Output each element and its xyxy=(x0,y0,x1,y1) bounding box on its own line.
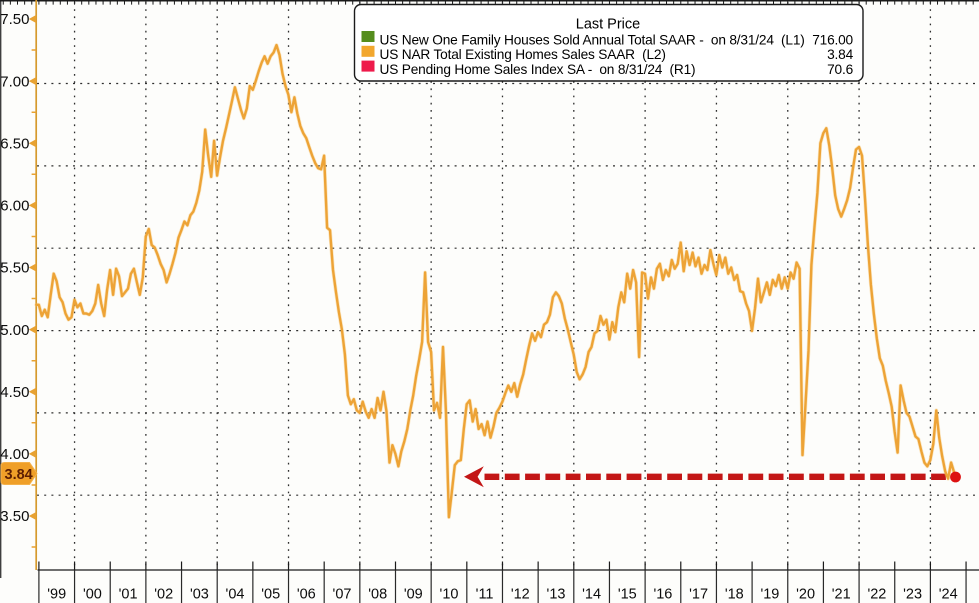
svg-text:70.6: 70.6 xyxy=(827,62,853,77)
svg-text:'04: '04 xyxy=(226,587,245,603)
svg-text:'19: '19 xyxy=(760,587,779,603)
svg-text:'24: '24 xyxy=(939,587,958,603)
svg-text:'22: '22 xyxy=(867,587,886,603)
svg-text:'16: '16 xyxy=(653,587,672,603)
svg-text:'02: '02 xyxy=(154,587,173,603)
svg-text:'99: '99 xyxy=(47,587,66,603)
svg-text:'20: '20 xyxy=(796,587,815,603)
svg-text:'12: '12 xyxy=(511,587,530,603)
svg-text:'05: '05 xyxy=(261,587,280,603)
svg-text:'15: '15 xyxy=(618,587,637,603)
svg-text:716.00: 716.00 xyxy=(812,32,853,47)
svg-text:'17: '17 xyxy=(689,587,708,603)
svg-text:Last Price: Last Price xyxy=(576,17,640,33)
svg-text:US Pending Home Sales Index SA: US Pending Home Sales Index SA - on 8/31… xyxy=(380,62,696,77)
svg-text:'06: '06 xyxy=(297,587,316,603)
svg-text:'21: '21 xyxy=(832,587,851,603)
svg-text:5.00: 5.00 xyxy=(0,322,29,339)
svg-text:3.50: 3.50 xyxy=(0,508,29,525)
svg-text:'23: '23 xyxy=(903,587,922,603)
svg-text:'10: '10 xyxy=(440,587,459,603)
svg-text:3.84: 3.84 xyxy=(827,47,853,62)
svg-text:'14: '14 xyxy=(582,587,601,603)
svg-text:6.50: 6.50 xyxy=(0,135,29,152)
svg-text:4.00: 4.00 xyxy=(0,446,29,463)
svg-text:'00: '00 xyxy=(83,587,102,603)
svg-text:US NAR Total Existing Homes Sa: US NAR Total Existing Homes Sales SAAR (… xyxy=(380,47,666,62)
svg-text:6.00: 6.00 xyxy=(0,198,29,215)
svg-text:'07: '07 xyxy=(333,587,352,603)
svg-text:4.50: 4.50 xyxy=(0,384,29,401)
svg-text:US New One Family Houses Sold: US New One Family Houses Sold Annual Tot… xyxy=(380,32,805,47)
svg-text:'11: '11 xyxy=(476,587,494,603)
svg-text:'13: '13 xyxy=(547,587,566,603)
svg-text:5.50: 5.50 xyxy=(0,260,29,277)
svg-text:7.00: 7.00 xyxy=(0,73,29,90)
svg-text:'18: '18 xyxy=(725,587,744,603)
svg-text:3.84: 3.84 xyxy=(5,467,33,483)
svg-text:'01: '01 xyxy=(119,587,138,603)
svg-text:'03: '03 xyxy=(190,587,209,603)
svg-text:'09: '09 xyxy=(404,587,423,603)
svg-text:'08: '08 xyxy=(368,587,387,603)
svg-text:7.50: 7.50 xyxy=(0,11,29,28)
